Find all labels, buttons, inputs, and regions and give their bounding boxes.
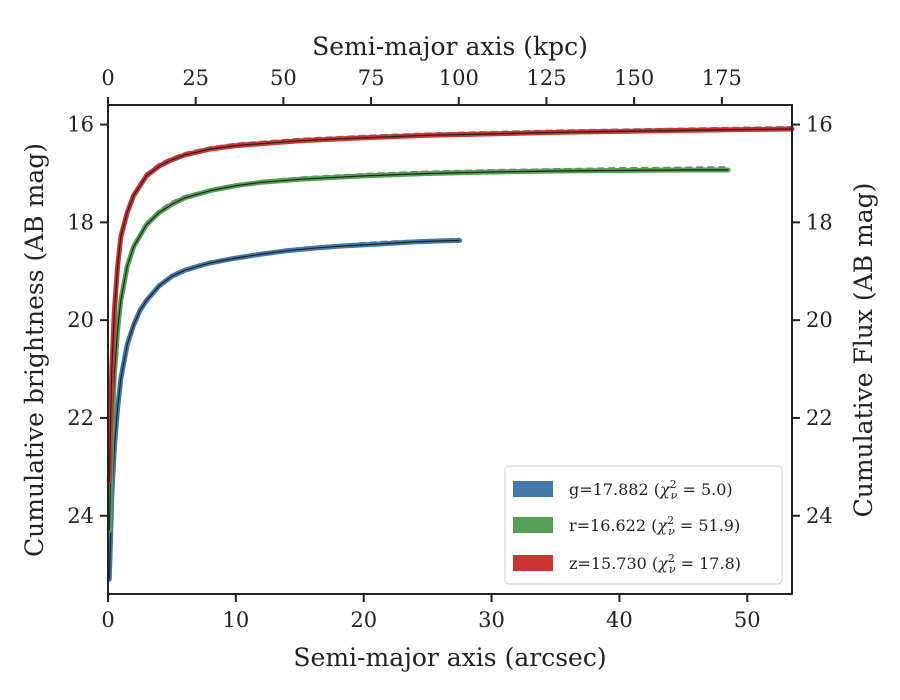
series-g-line	[108, 239, 460, 580]
bottom-x-tick-label: 40	[606, 608, 633, 632]
model-g-dashed-line	[108, 237, 460, 575]
series-z-line	[108, 128, 793, 482]
bottom-x-axis-title: Semi-major axis (arcsec)	[293, 643, 606, 672]
plot-frame	[107, 104, 793, 595]
bottom-x-tick-label: 30	[478, 608, 505, 632]
bottom-x-tick-label: 10	[222, 608, 249, 632]
right-y-tick-label: 24	[806, 504, 833, 528]
legend-label-r: r=16.622 (χ2 ν = 51.9)	[569, 514, 740, 538]
left-y-tick-label: 24	[67, 504, 94, 528]
legend-swatch-g	[513, 481, 553, 497]
top-x-axis: 0 25 50 75 100 125 150 175	[101, 66, 742, 105]
legend-swatch-z	[513, 555, 553, 571]
right-y-tick-label: 22	[806, 406, 833, 430]
top-x-tick-label: 75	[358, 66, 385, 90]
right-y-tick-label: 20	[806, 308, 833, 332]
top-x-tick-label: 125	[526, 66, 566, 90]
top-x-tick-label: 100	[439, 66, 479, 90]
top-x-tick-label: 175	[702, 66, 742, 90]
right-y-tick-label: 18	[806, 210, 833, 234]
model-z-dashed-line	[108, 126, 793, 477]
bottom-x-tick-label: 0	[101, 608, 114, 632]
series-r-line	[108, 169, 729, 531]
top-x-tick-label: 25	[182, 66, 209, 90]
top-x-tick-label: 50	[270, 66, 297, 90]
bottom-x-tick-label: 20	[350, 608, 377, 632]
series-z-band	[106, 126, 795, 484]
left-y-axis: 16 18 20 22 24	[67, 113, 108, 528]
left-y-tick-label: 16	[67, 113, 94, 137]
top-x-axis-title: Semi-major axis (kpc)	[312, 32, 588, 61]
legend-swatch-r	[513, 517, 553, 533]
legend: g=17.882 (χ2 ν = 5.0) r=16.622 (χ2 ν = 51.9…	[504, 465, 783, 585]
left-y-tick-label: 20	[67, 308, 94, 332]
legend-frame	[504, 465, 783, 585]
bottom-x-tick-label: 50	[734, 608, 761, 632]
left-y-axis-title: Cumulative brightness (AB mag)	[20, 143, 49, 557]
right-y-axis-title: Cumulative Flux (AB mag)	[849, 183, 878, 518]
legend-label-g: g=17.882 (χ2 ν = 5.0)	[569, 478, 733, 502]
left-y-tick-label: 18	[67, 210, 94, 234]
top-x-tick-label: 150	[614, 66, 654, 90]
series-curves	[106, 126, 795, 582]
top-x-tick-label: 0	[101, 66, 114, 90]
series-g-band	[106, 238, 463, 582]
bottom-x-axis: 0 10 20 30 40 50	[101, 594, 761, 632]
legend-label-z: z=15.730 (χ2 ν = 17.8)	[569, 552, 741, 576]
left-y-tick-label: 22	[67, 406, 94, 430]
right-y-tick-label: 16	[806, 113, 833, 137]
right-y-axis: 16 18 20 22 24	[792, 113, 833, 528]
